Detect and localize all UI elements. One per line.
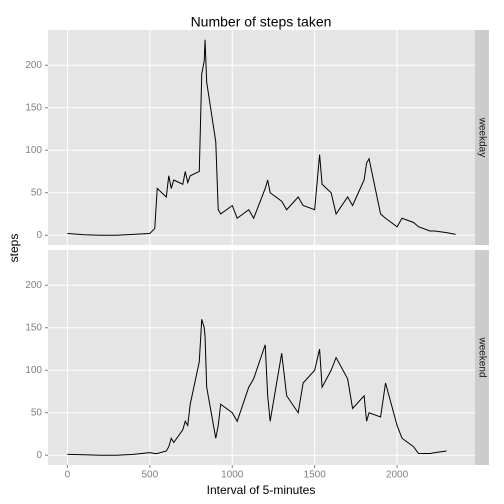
y-axis-title: steps (7, 234, 21, 263)
panel-background (48, 250, 475, 465)
y-tick-label: 200 (25, 60, 42, 71)
y-tick-label: 0 (36, 450, 42, 461)
strip-label: weekend (476, 336, 487, 377)
y-tick-label: 150 (25, 322, 42, 333)
y-tick-label: 200 (25, 280, 42, 291)
y-tick-label: 100 (25, 365, 42, 376)
x-tick-label: 2000 (386, 470, 409, 481)
panel-background (48, 30, 475, 245)
y-tick-label: 50 (31, 187, 43, 198)
x-tick-label: 0 (65, 470, 71, 481)
strip-background (475, 250, 489, 465)
y-tick-label: 150 (25, 102, 42, 113)
y-tick-label: 50 (31, 407, 43, 418)
y-tick-label: 0 (36, 230, 42, 241)
x-axis-title: Interval of 5-minutes (207, 483, 316, 497)
x-tick-label: 500 (141, 470, 158, 481)
strip-label: weekday (476, 117, 487, 157)
strip-background (475, 30, 489, 245)
y-tick-label: 100 (25, 145, 42, 156)
x-tick-label: 1000 (221, 470, 244, 481)
x-tick-label: 1500 (304, 470, 327, 481)
line (67, 39, 456, 236)
chart-title: Number of steps taken (191, 14, 332, 30)
line (67, 319, 447, 456)
